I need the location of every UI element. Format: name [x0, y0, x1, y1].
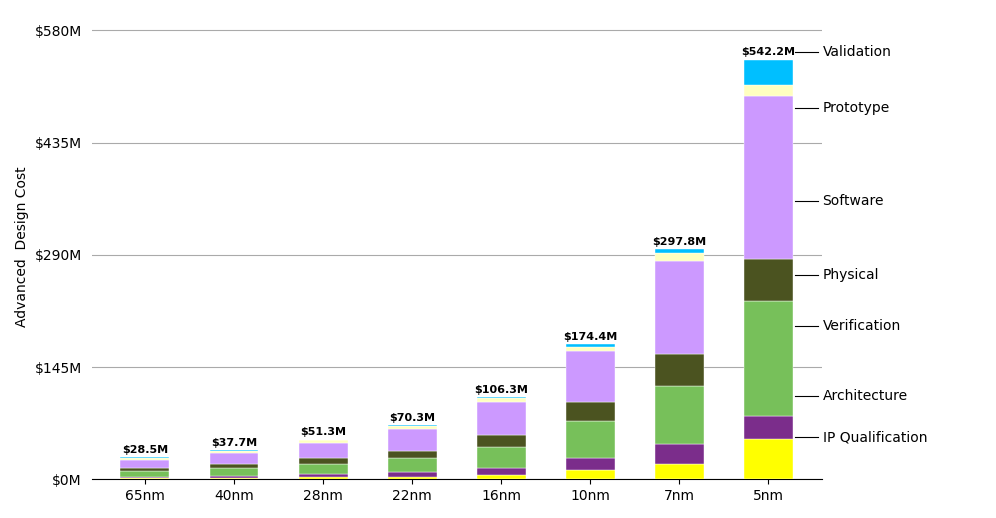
Bar	[387, 425, 436, 426]
Bar	[209, 476, 259, 478]
Bar	[209, 453, 259, 465]
Bar	[299, 478, 348, 479]
Text: Architecture: Architecture	[823, 388, 907, 402]
Bar	[477, 435, 526, 447]
Bar	[299, 458, 348, 464]
Bar	[477, 468, 526, 475]
Bar	[744, 84, 793, 96]
Bar	[299, 464, 348, 474]
Bar	[387, 472, 436, 477]
Bar	[744, 301, 793, 416]
Bar	[654, 253, 703, 261]
Bar	[387, 428, 436, 451]
Bar	[566, 470, 615, 479]
Bar	[477, 447, 526, 468]
Text: $28.5M: $28.5M	[122, 445, 168, 455]
Bar	[209, 465, 259, 468]
Text: Software: Software	[823, 194, 884, 208]
Text: IP Qualification: IP Qualification	[823, 430, 927, 444]
Bar	[566, 402, 615, 421]
Text: $174.4M: $174.4M	[563, 332, 618, 342]
Text: Physical: Physical	[823, 268, 879, 282]
Bar	[654, 261, 703, 354]
Bar	[121, 458, 169, 460]
Bar	[209, 451, 259, 453]
Bar	[744, 259, 793, 301]
Bar	[209, 478, 259, 479]
Bar	[299, 440, 348, 442]
Bar	[387, 458, 436, 472]
Bar	[121, 468, 169, 471]
Bar	[654, 249, 703, 253]
Bar	[477, 398, 526, 401]
Bar	[387, 451, 436, 458]
Bar	[654, 386, 703, 444]
Bar	[121, 460, 169, 468]
Text: $37.7M: $37.7M	[211, 438, 257, 448]
Bar	[121, 478, 169, 479]
Bar	[209, 450, 259, 451]
Bar	[299, 442, 348, 458]
Text: $70.3M: $70.3M	[389, 412, 435, 423]
Text: $542.2M: $542.2M	[741, 48, 795, 57]
Bar	[566, 458, 615, 470]
Bar	[477, 401, 526, 435]
Bar	[654, 354, 703, 386]
Bar	[299, 474, 348, 478]
Y-axis label: Advanced  Design Cost: Advanced Design Cost	[15, 167, 29, 327]
Text: $297.8M: $297.8M	[652, 237, 706, 247]
Bar	[566, 351, 615, 402]
Text: Prototype: Prototype	[823, 101, 889, 115]
Bar	[209, 468, 259, 476]
Bar	[744, 96, 793, 259]
Bar	[387, 477, 436, 479]
Bar	[387, 426, 436, 428]
Bar	[477, 397, 526, 398]
Text: Verification: Verification	[823, 319, 900, 333]
Bar	[744, 416, 793, 439]
Bar	[744, 60, 793, 84]
Bar	[566, 347, 615, 351]
Bar	[744, 439, 793, 479]
Bar	[566, 421, 615, 458]
Bar	[477, 475, 526, 479]
Bar	[121, 477, 169, 478]
Bar	[566, 344, 615, 347]
Bar	[121, 471, 169, 477]
Bar	[654, 464, 703, 479]
Bar	[654, 444, 703, 464]
Bar	[121, 457, 169, 458]
Text: $106.3M: $106.3M	[474, 385, 528, 395]
Text: Validation: Validation	[823, 45, 891, 59]
Text: $51.3M: $51.3M	[300, 427, 346, 437]
